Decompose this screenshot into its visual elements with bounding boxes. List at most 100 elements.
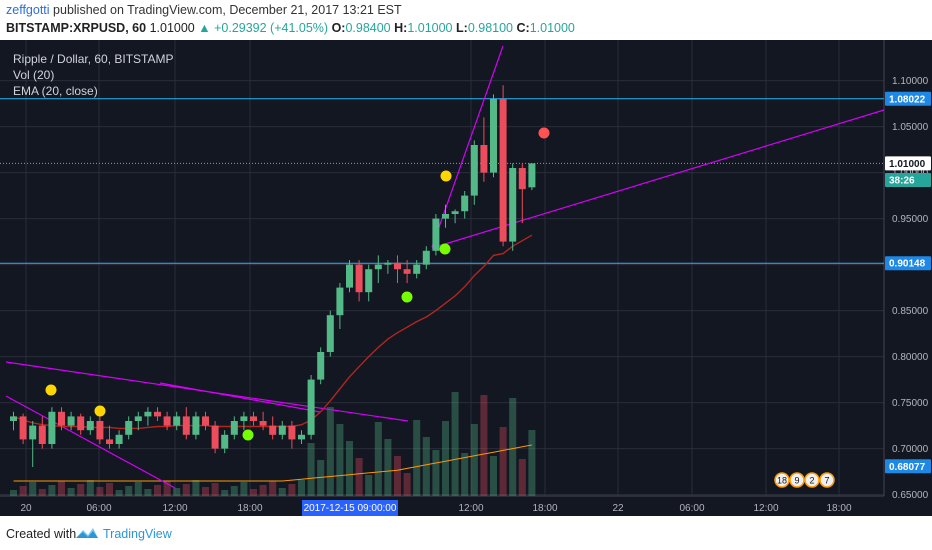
volume-bar: [230, 486, 238, 496]
candle-body: [298, 434, 305, 440]
candle: [163, 411, 171, 431]
time-tick-label: 06:00: [679, 503, 704, 514]
candle: [230, 416, 238, 440]
volume-bar: [461, 453, 469, 496]
volume-bar: [336, 424, 344, 496]
candle: [451, 209, 459, 224]
price-chart[interactable]: 189271.100001.050001.000000.950000.90000…: [0, 40, 932, 516]
volume-bar: [278, 488, 286, 496]
volume-bar: [480, 395, 488, 496]
signal-dot: [401, 291, 413, 303]
candle: [202, 411, 209, 431]
volume-bar: [346, 441, 353, 496]
publish-line: zeffgotti published on TradingView.com, …: [6, 3, 402, 17]
candle: [278, 421, 286, 440]
up-arrow-icon: ▲: [198, 21, 211, 35]
price-label-text: 0.90148: [889, 259, 926, 270]
legend-ema[interactable]: EMA (20, close): [13, 84, 98, 98]
candle: [48, 407, 56, 449]
price-label-box: [885, 91, 931, 106]
volume-bar: [365, 475, 373, 496]
tradingview-link[interactable]: TradingView: [103, 527, 172, 541]
candle: [480, 117, 488, 182]
price-tick-label: 1.10000: [892, 76, 929, 87]
price-tick-label: 0.75000: [892, 398, 929, 409]
candle-body: [509, 168, 517, 242]
volume-bar: [96, 487, 104, 496]
legend-vol[interactable]: Vol (20): [13, 68, 55, 82]
volume-bar: [19, 486, 27, 496]
candle: [499, 85, 507, 247]
candle-body: [403, 269, 411, 274]
candle-body: [115, 434, 123, 444]
author-link[interactable]: zeffgotti: [6, 3, 50, 17]
volume-bar: [528, 430, 536, 496]
candle-body: [67, 416, 75, 426]
close-label: C:: [516, 21, 530, 35]
candle: [221, 430, 229, 454]
candle: [77, 413, 85, 435]
time-highlight-box: [302, 500, 398, 516]
volume-bar: [134, 482, 142, 496]
volume-bar: [403, 473, 411, 496]
time-tick-label: 18:00: [532, 503, 557, 514]
volume-bar: [86, 480, 94, 496]
candle-body: [365, 269, 373, 293]
event-flag-icon: [819, 472, 835, 488]
volume-bar: [509, 398, 517, 496]
candle-body: [125, 421, 133, 435]
candle-body: [518, 168, 526, 190]
candle: [403, 260, 411, 283]
price-label-text: 1.01000: [889, 159, 926, 170]
candle-body: [48, 411, 56, 444]
volume-bar: [211, 483, 219, 496]
candle-body: [413, 264, 421, 274]
chart-frame[interactable]: 189271.100001.050001.000000.950000.90000…: [0, 40, 932, 516]
symbol-line: BITSTAMP:XRPUSD, 60 1.01000 ▲ +0.29392 (…: [6, 21, 575, 35]
candle: [422, 246, 430, 270]
candle: [317, 347, 325, 385]
candle: [38, 416, 46, 449]
candle-body: [202, 416, 209, 426]
volume-bar: [106, 483, 113, 496]
volume-bar: [154, 485, 161, 496]
volume-bar: [182, 484, 190, 496]
volume-bar: [432, 450, 440, 496]
candle-body: [96, 421, 104, 440]
time-tick-label: 12:00: [458, 503, 483, 514]
candle: [115, 430, 123, 449]
volume-bar: [10, 490, 17, 496]
candle-body: [192, 416, 200, 435]
price-tick-label: 0.85000: [892, 306, 929, 317]
low-value: 0.98100: [467, 21, 513, 35]
candle: [355, 260, 363, 302]
volume-bar: [288, 484, 296, 496]
trend-line: [5, 395, 176, 489]
candle-body: [384, 262, 392, 265]
candle: [528, 163, 536, 191]
candle-body: [326, 315, 334, 352]
candle-body: [269, 425, 277, 435]
candle: [394, 255, 401, 283]
volume-bar: [202, 487, 209, 496]
close-value: 1.01000: [529, 21, 575, 35]
time-tick-label: 12:00: [753, 503, 778, 514]
volume-bar: [384, 439, 392, 496]
volume-bar: [470, 424, 478, 496]
event-flag-label: 9: [794, 476, 799, 486]
time-tick-label: 06:00: [86, 503, 111, 514]
signal-dot: [439, 243, 451, 255]
price-tick-label: 0.95000: [892, 214, 929, 225]
time-tick-label: 18:00: [237, 503, 262, 514]
candle-body: [394, 262, 401, 270]
candle: [336, 283, 344, 329]
last-price: 1.01000: [149, 21, 195, 35]
candle: [106, 425, 113, 449]
tradingview-logo-icon[interactable]: [75, 526, 99, 540]
candle: [288, 421, 296, 449]
high-label: H:: [394, 21, 408, 35]
candle: [259, 411, 267, 431]
candle-body: [528, 163, 536, 188]
legend-title[interactable]: Ripple / Dollar, 60, BITSTAMP: [13, 52, 174, 66]
candle: [413, 260, 421, 279]
